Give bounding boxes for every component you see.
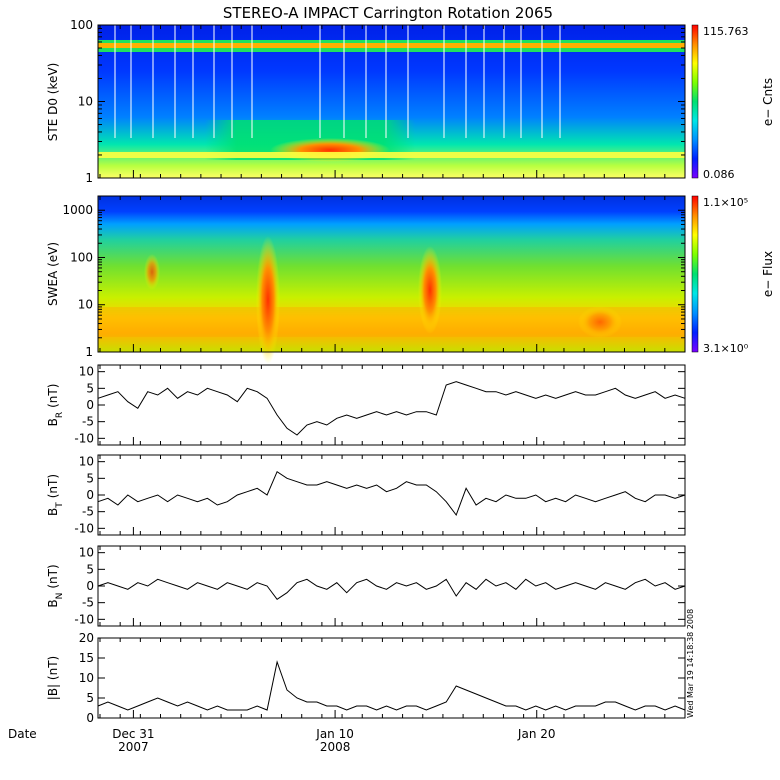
- swea-burst-3: [144, 254, 160, 290]
- bmag-frame: [97, 637, 686, 719]
- ste-colorbar-min: 0.086: [703, 168, 735, 181]
- ste-y-axis: 1 10 100: [70, 18, 685, 185]
- date-tick-label: Jan 10: [315, 727, 354, 741]
- bt-ylabel: BT(nT): [46, 474, 65, 516]
- bn-panel: -10 -5 0 5 10 BN(nT): [46, 545, 686, 627]
- bn-ylabel: BN(nT): [46, 564, 65, 607]
- chart-title: STEREO-A IMPACT Carrington Rotation 2065: [223, 4, 553, 22]
- y-tick-label: 10: [79, 546, 94, 560]
- swea-colorbar-label: e− Flux: [761, 251, 775, 297]
- y-tick-label: 10: [79, 455, 94, 469]
- ste-colorbar: [691, 24, 699, 179]
- y-tick-label: -10: [74, 431, 94, 445]
- br-panel: -10 -5 0 5 10 BR(nT): [46, 364, 686, 446]
- swea-panel: 1 10 100 1000 SWEA (eV) 1.1×10⁵ 3.1×10⁰ e− …: [46, 195, 775, 364]
- date-tick-label: Dec 31: [112, 727, 154, 741]
- y-tick-label: 0: [86, 711, 94, 725]
- bn-series-line: [97, 578, 686, 600]
- swea-frame: [97, 195, 686, 353]
- date-tick-year: 2008: [320, 740, 351, 754]
- y-tick-label: 20: [79, 631, 94, 645]
- y-tick-label: -5: [82, 415, 94, 429]
- bmag-series-line: [97, 660, 686, 711]
- y-tick-label: 0: [86, 579, 94, 593]
- br-ylabel: BR(nT): [46, 384, 65, 427]
- y-tick-label: -5: [82, 596, 94, 610]
- y-tick-label: 10: [79, 671, 94, 685]
- ste-event-peak: [270, 138, 390, 162]
- br-frame: [97, 364, 686, 446]
- y-tick-label: -10: [74, 521, 94, 535]
- ste-ylabel: STE D0 (keV): [46, 63, 60, 142]
- timestamp: Wed Mar 19 14:18:38 2008: [686, 609, 695, 718]
- y-tick-label: 1000: [62, 203, 93, 217]
- y-tick-label: 100: [70, 18, 93, 32]
- y-tick-label: 5: [86, 562, 94, 576]
- bt-frame: [97, 454, 686, 536]
- y-tick-label: 5: [86, 691, 94, 705]
- y-tick-label: 5: [86, 471, 94, 485]
- y-tick-label: -5: [82, 505, 94, 519]
- date-tick-label: Jan 20: [517, 727, 556, 741]
- ste-saturation-core: [98, 43, 685, 48]
- swea-burst-2: [418, 246, 442, 334]
- swea-colorbar-max: 1.1×10⁵: [703, 196, 748, 209]
- swea-burst-1: [256, 236, 280, 364]
- ste-panel: 1 10 100 STE D0 (keV) 115.763 0.086 e− Cnt…: [46, 18, 775, 185]
- y-tick-label: 10: [78, 95, 93, 109]
- bmag-ylabel: |B| (nT): [46, 656, 60, 700]
- y-tick-label: 15: [79, 651, 94, 665]
- br-series-line: [97, 381, 686, 436]
- bt-series-line: [97, 470, 686, 517]
- date-axis-label: Date: [8, 727, 37, 741]
- y-tick-label: 5: [86, 381, 94, 395]
- ste-colorbar-label: e− Cnts: [761, 78, 775, 126]
- y-tick-label: -10: [74, 612, 94, 626]
- swea-ylabel: SWEA (eV): [46, 242, 60, 306]
- y-tick-label: 10: [78, 298, 93, 312]
- y-tick-label: 1: [85, 345, 93, 359]
- swea-y-axis: 1 10 100 1000: [62, 195, 685, 359]
- ste-colorbar-max: 115.763: [703, 25, 749, 38]
- y-tick-label: 0: [86, 488, 94, 502]
- ste-low-energy-band: [98, 152, 685, 158]
- y-tick-label: 0: [86, 398, 94, 412]
- ste-data-gaps: [114, 25, 561, 138]
- y-tick-label: 100: [70, 250, 93, 264]
- date-tick-year: 2007: [118, 740, 149, 754]
- bt-panel: -10 -5 0 5 10 BT(nT): [46, 454, 686, 536]
- y-tick-label: 1: [85, 171, 93, 185]
- swea-colorbar: [691, 195, 699, 353]
- y-tick-label: 10: [79, 365, 94, 379]
- bmag-panel: 0 5 10 15 20 |B| (nT): [46, 631, 686, 725]
- swea-colorbar-min: 3.1×10⁰: [703, 342, 749, 355]
- swea-burst-4: [578, 306, 622, 338]
